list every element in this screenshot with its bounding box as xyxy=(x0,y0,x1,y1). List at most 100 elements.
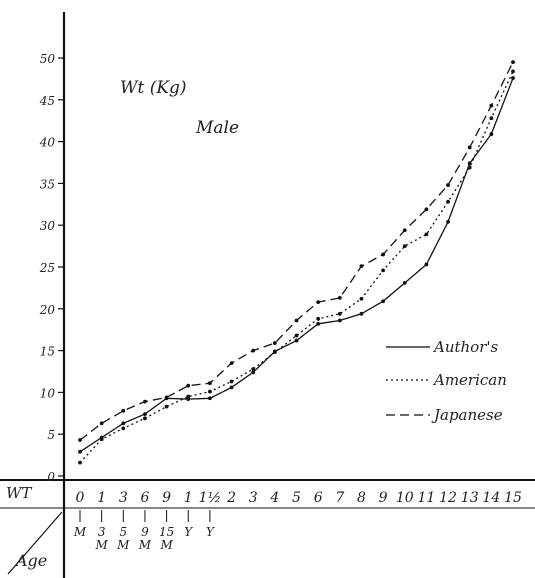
x-tick-label: 11 xyxy=(417,490,435,506)
data-point xyxy=(208,396,212,401)
x-tick-label: 9 xyxy=(162,490,171,506)
data-point xyxy=(467,165,472,170)
data-point xyxy=(446,183,450,187)
y-tick-label: 5 xyxy=(47,428,55,442)
x-tick-label: 5 xyxy=(292,490,301,506)
x-tick-label: 1½ xyxy=(199,490,221,506)
data-point xyxy=(489,132,494,136)
data-point xyxy=(424,207,429,212)
y-axis-label: WT xyxy=(6,484,32,502)
data-point xyxy=(99,437,104,442)
x-tick-label: 14 xyxy=(482,490,500,506)
data-point xyxy=(489,103,494,108)
data-point xyxy=(359,296,364,301)
data-point xyxy=(511,76,515,80)
data-point xyxy=(272,341,277,345)
x-tick-label: 0 xyxy=(76,490,85,506)
series-line-2 xyxy=(79,71,514,464)
data-point xyxy=(78,449,82,454)
data-point xyxy=(316,316,321,321)
x-tick-sublabel: Y xyxy=(206,525,215,539)
data-point xyxy=(251,370,256,375)
y-tick-label: 15 xyxy=(40,345,55,359)
y-tick-label: 25 xyxy=(39,261,55,275)
data-point xyxy=(186,394,191,399)
chart-title: Wt (Kg) xyxy=(120,78,187,98)
legend-label: Japanese xyxy=(431,406,503,424)
x-tick-label: 6 xyxy=(140,490,149,506)
data-point xyxy=(121,408,126,413)
chart-series xyxy=(78,60,515,465)
data-point xyxy=(446,219,450,224)
data-point xyxy=(511,69,515,74)
data-point xyxy=(294,318,299,323)
data-point xyxy=(402,244,407,249)
data-point xyxy=(251,367,256,371)
data-point xyxy=(316,321,321,326)
data-point xyxy=(337,318,342,323)
data-point xyxy=(208,389,212,394)
data-point xyxy=(381,252,385,257)
data-point xyxy=(381,268,385,273)
x-axis-label: Age xyxy=(14,551,47,570)
data-point xyxy=(143,412,147,417)
x-tick-label: 1 xyxy=(97,490,106,506)
data-point xyxy=(511,60,515,65)
data-point xyxy=(229,385,234,390)
series-line-1 xyxy=(79,77,514,453)
data-point xyxy=(229,379,234,384)
data-point xyxy=(294,338,299,343)
data-point xyxy=(446,199,450,204)
data-point xyxy=(359,311,364,316)
chart-subtitle: Male xyxy=(195,118,239,138)
legend-label: Author's xyxy=(432,338,499,356)
data-point xyxy=(337,311,342,316)
data-point xyxy=(208,381,212,386)
x-tick-label: 15 xyxy=(504,490,522,506)
x-tick-label: 3 xyxy=(119,490,128,506)
chart-axes xyxy=(0,12,535,578)
x-tick-label: 2 xyxy=(226,490,236,506)
data-point xyxy=(229,361,234,366)
data-point xyxy=(337,296,342,300)
y-tick-label: 0 xyxy=(47,470,55,484)
data-point xyxy=(316,300,321,305)
x-tick-label: 12 xyxy=(439,490,457,506)
y-tick-label: 20 xyxy=(39,303,56,317)
data-point xyxy=(78,438,82,442)
x-tick-label: 8 xyxy=(357,490,366,506)
data-point xyxy=(251,348,256,353)
data-point xyxy=(381,299,385,304)
data-point xyxy=(164,404,169,409)
data-point xyxy=(359,264,364,269)
data-point xyxy=(424,262,429,267)
data-point xyxy=(186,383,191,388)
data-point xyxy=(294,333,299,338)
y-tick-label: 40 xyxy=(39,136,56,150)
corner-diagonal xyxy=(7,511,63,575)
x-tick-label: 7 xyxy=(335,490,344,506)
data-point xyxy=(143,399,147,404)
chart-legend: Author's American Japanese xyxy=(386,338,507,424)
data-point xyxy=(143,416,147,421)
x-tick-label: 1 xyxy=(184,490,193,506)
y-tick-label: 30 xyxy=(40,219,56,233)
x-tick-sublabel: M xyxy=(73,525,87,539)
data-point xyxy=(467,145,472,150)
x-tick-label: 6 xyxy=(314,490,323,506)
data-point xyxy=(489,116,494,121)
data-point xyxy=(424,232,429,237)
x-tick-label: 10 xyxy=(396,490,414,506)
data-point xyxy=(121,421,126,426)
data-point xyxy=(272,350,277,355)
x-tick-label: 3 xyxy=(249,490,258,506)
data-point xyxy=(78,460,82,465)
y-tick-label: 35 xyxy=(40,177,55,191)
data-point xyxy=(121,426,126,431)
legend-label: American xyxy=(432,371,507,389)
